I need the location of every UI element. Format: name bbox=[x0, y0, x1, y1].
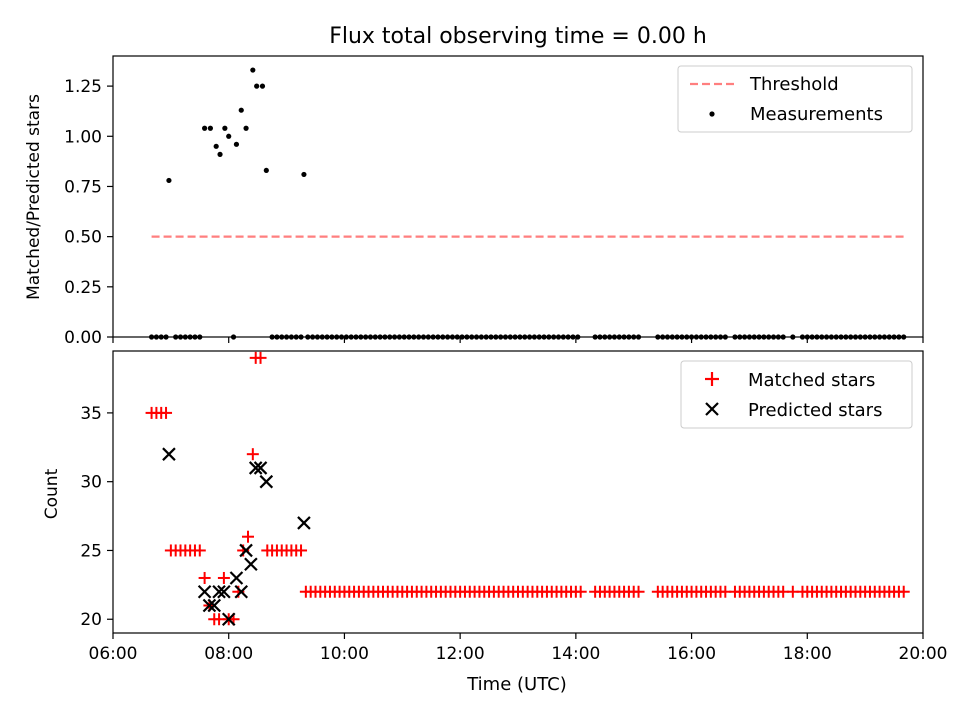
bottom-y-tick-label: 30 bbox=[80, 473, 102, 493]
top-y-tick-label: 1.25 bbox=[64, 77, 102, 97]
bottom-y-ticks: 20 25 30 35 bbox=[80, 404, 113, 630]
measurement-point bbox=[238, 107, 244, 113]
legend-threshold-label: Threshold bbox=[749, 74, 839, 95]
top-chart-title: Flux total observing time = 0.00 h bbox=[329, 24, 707, 49]
top-legend-box bbox=[677, 65, 913, 133]
x-tick-label: 20:00 bbox=[899, 644, 948, 664]
measurement-point bbox=[250, 67, 256, 73]
predicted-star-marker bbox=[253, 461, 268, 475]
measurement-point bbox=[243, 125, 249, 131]
bottom-y-tick-label: 25 bbox=[80, 541, 102, 561]
predicted-star-marker bbox=[221, 612, 236, 627]
legend-matched-swatch bbox=[705, 372, 719, 386]
predicted-star-marker bbox=[244, 557, 258, 571]
bottom-y-tick-label: 20 bbox=[80, 610, 102, 630]
bottom-axes-frame bbox=[112, 350, 924, 634]
matched-star-marker bbox=[897, 585, 910, 598]
top-x-ticks bbox=[112, 337, 924, 343]
top-y-axis-label: Matched/Predicted stars bbox=[24, 94, 44, 300]
predicted-star-marker bbox=[217, 584, 231, 599]
predicted-star-marker bbox=[297, 516, 311, 530]
bottom-x-ticks: 06:00 08:00 10:00 12:00 14:00 16:00 18:00 20:00 bbox=[89, 633, 948, 664]
top-y-tick-label: 0.75 bbox=[64, 177, 102, 197]
legend-predicted-label: Predicted stars bbox=[748, 400, 882, 421]
measurement-point bbox=[166, 177, 172, 184]
x-tick-label: 14:00 bbox=[551, 644, 600, 664]
legend-predicted-swatch bbox=[705, 402, 719, 416]
bottom-legend: Matched stars Predicted stars bbox=[680, 360, 913, 429]
measurement-point bbox=[259, 83, 266, 89]
measurement-point bbox=[233, 141, 240, 147]
bottom-plot-area: 20 25 30 35 06:00 08:00 10:00 12:00 14:00 16:00 1… bbox=[42, 350, 948, 695]
bottom-y-axis-label: Count bbox=[42, 468, 62, 519]
matched-star-marker bbox=[160, 406, 173, 419]
matched-star-marker bbox=[295, 544, 308, 557]
top-plot-area: 0.00 0.25 0.50 0.75 1.00 1.25 Matched/Predict… bbox=[24, 55, 924, 348]
measurement-point bbox=[226, 133, 232, 139]
predicted-star-marker bbox=[207, 598, 222, 613]
measurement-point bbox=[301, 171, 307, 178]
measurement-point bbox=[263, 167, 269, 174]
legend-measurements-swatch bbox=[709, 111, 715, 117]
matched-star-marker bbox=[242, 530, 254, 543]
matched-star-marker bbox=[246, 448, 259, 461]
legend-matched-label: Matched stars bbox=[748, 370, 875, 391]
x-tick-label: 18:00 bbox=[783, 644, 832, 664]
top-y-tick-label: 0.25 bbox=[64, 278, 102, 298]
matched-star-marker bbox=[632, 585, 645, 598]
measurement-point bbox=[213, 143, 219, 149]
predicted-star-marker bbox=[239, 543, 253, 558]
matched-star-marker bbox=[574, 585, 587, 598]
predicted-star-marker bbox=[212, 584, 226, 599]
bottom-marks bbox=[145, 351, 910, 627]
x-tick-label: 10:00 bbox=[320, 644, 369, 664]
matched-star-marker bbox=[254, 351, 267, 364]
bottom-y-tick-label: 35 bbox=[80, 404, 102, 424]
predicted-star-marker bbox=[202, 598, 217, 613]
top-legend: Threshold Measurements bbox=[677, 65, 913, 133]
predicted-star-marker bbox=[229, 571, 244, 585]
measurement-point bbox=[217, 151, 223, 157]
measurement-point bbox=[202, 125, 208, 131]
predicted-star-marker bbox=[162, 447, 176, 461]
legend-measurements-label: Measurements bbox=[750, 104, 883, 125]
x-tick-label: 16:00 bbox=[667, 644, 716, 664]
predicted-star-marker bbox=[259, 474, 274, 489]
top-axes-frame bbox=[112, 55, 924, 338]
predicted-star-marker bbox=[248, 461, 263, 475]
x-tick-label: 08:00 bbox=[204, 644, 253, 664]
matched-star-marker bbox=[217, 571, 230, 584]
x-tick-label: 06:00 bbox=[89, 644, 138, 664]
top-y-ticks: 0.00 0.25 0.50 0.75 1.00 1.25 bbox=[64, 77, 113, 348]
measurement-point bbox=[207, 125, 213, 131]
top-y-tick-label: 1.00 bbox=[64, 127, 102, 147]
bottom-legend-box bbox=[680, 360, 913, 429]
predicted-star-marker bbox=[197, 584, 212, 599]
x-tick-label: 12:00 bbox=[436, 644, 485, 664]
top-y-tick-label: 0.50 bbox=[64, 228, 102, 248]
predicted-star-marker bbox=[234, 584, 249, 599]
measurement-point bbox=[222, 125, 228, 131]
measurement-point bbox=[254, 83, 260, 89]
top-y-tick-label: 0.00 bbox=[64, 328, 102, 348]
x-axis-label: Time (UTC) bbox=[466, 674, 567, 695]
matched-star-marker bbox=[193, 544, 206, 557]
matched-star-marker bbox=[198, 571, 211, 584]
